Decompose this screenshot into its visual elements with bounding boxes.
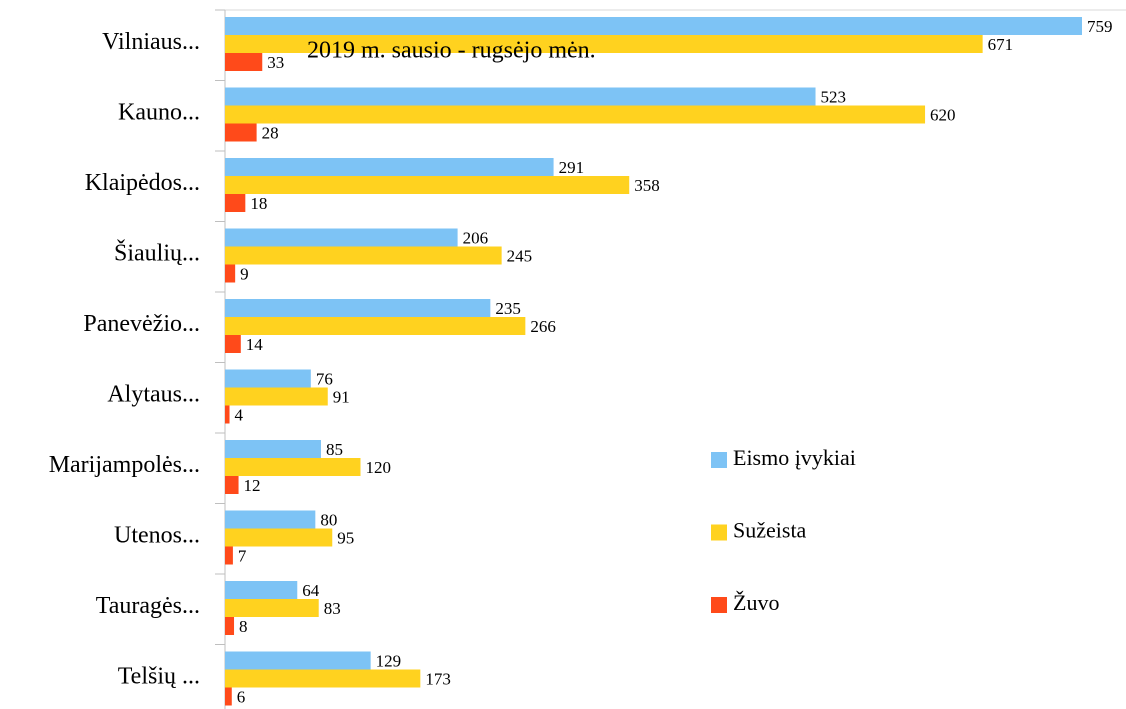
value-label: 14 [246,335,264,354]
value-label: 33 [267,53,284,72]
bar [225,317,526,335]
value-label: 7 [238,546,247,565]
value-label: 12 [244,476,261,495]
value-label: 83 [324,599,341,618]
bar [225,510,316,529]
y-tick-label: Utenos... [114,522,200,548]
value-label: 523 [821,87,847,106]
bar [225,599,319,617]
bar [225,246,502,265]
value-label: 85 [326,440,343,459]
legend-swatch [711,524,727,541]
legend-label: Žuvo [733,590,779,615]
value-label: 620 [930,105,956,124]
bar [225,299,491,317]
y-tick-label: Kauno... [118,99,200,125]
value-label: 28 [262,123,279,142]
value-label: 6 [237,687,246,706]
bar [225,440,321,458]
value-label: 671 [988,35,1014,54]
value-label: 4 [235,405,244,424]
bar [225,228,458,247]
chart-title: 2019 m. sausio - rugsėjo mėn. [307,38,596,64]
value-label: 9 [240,264,249,283]
bar [225,335,241,353]
bar [225,387,328,406]
y-tick-label: Alytaus... [107,381,200,407]
value-label: 235 [495,299,520,318]
bar [225,194,246,212]
legend-swatch [711,452,727,468]
value-label: 245 [507,246,533,265]
bar [225,669,421,688]
y-tick-label: Klaipėdos... [85,170,200,196]
bar [225,458,361,476]
bar [225,105,926,124]
bar [225,35,983,53]
legend-label: Eismo įvykiai [733,445,856,470]
bar [225,687,232,706]
value-label: 95 [337,528,354,547]
value-label: 759 [1087,17,1113,36]
value-label: 120 [365,458,391,477]
value-label: 18 [250,194,267,213]
bar [225,176,630,194]
value-label: 76 [316,369,333,388]
bar [225,476,239,494]
y-tick-label: Marijampolės... [49,452,200,478]
value-label: 291 [559,158,585,177]
bar [225,17,1082,35]
value-label: 358 [634,176,660,195]
bar [225,264,236,283]
value-label: 266 [530,317,556,336]
bar [225,158,554,176]
y-tick-label: Telšių ... [118,663,200,689]
bar [225,87,816,106]
bar [225,546,233,565]
value-label: 206 [463,228,489,247]
bar [225,369,311,388]
value-label: 129 [376,651,402,670]
bar [225,53,263,71]
bar [225,617,235,635]
bar [225,123,257,142]
value-label: 173 [425,669,451,688]
value-label: 8 [239,617,248,636]
value-label: 80 [320,510,337,529]
y-tick-label: Šiaulių... [114,239,200,266]
bar [225,581,298,599]
y-tick-label: Tauragės... [96,593,200,619]
legend-swatch [711,597,727,613]
y-tick-label: Panevėžio... [83,311,200,337]
y-tick-label: Vilniaus... [102,29,200,55]
bar [225,651,371,670]
legend-label: Sužeista [733,518,807,543]
value-label: 64 [302,581,320,600]
bar [225,405,230,424]
value-label: 91 [333,387,350,406]
bar [225,528,333,547]
